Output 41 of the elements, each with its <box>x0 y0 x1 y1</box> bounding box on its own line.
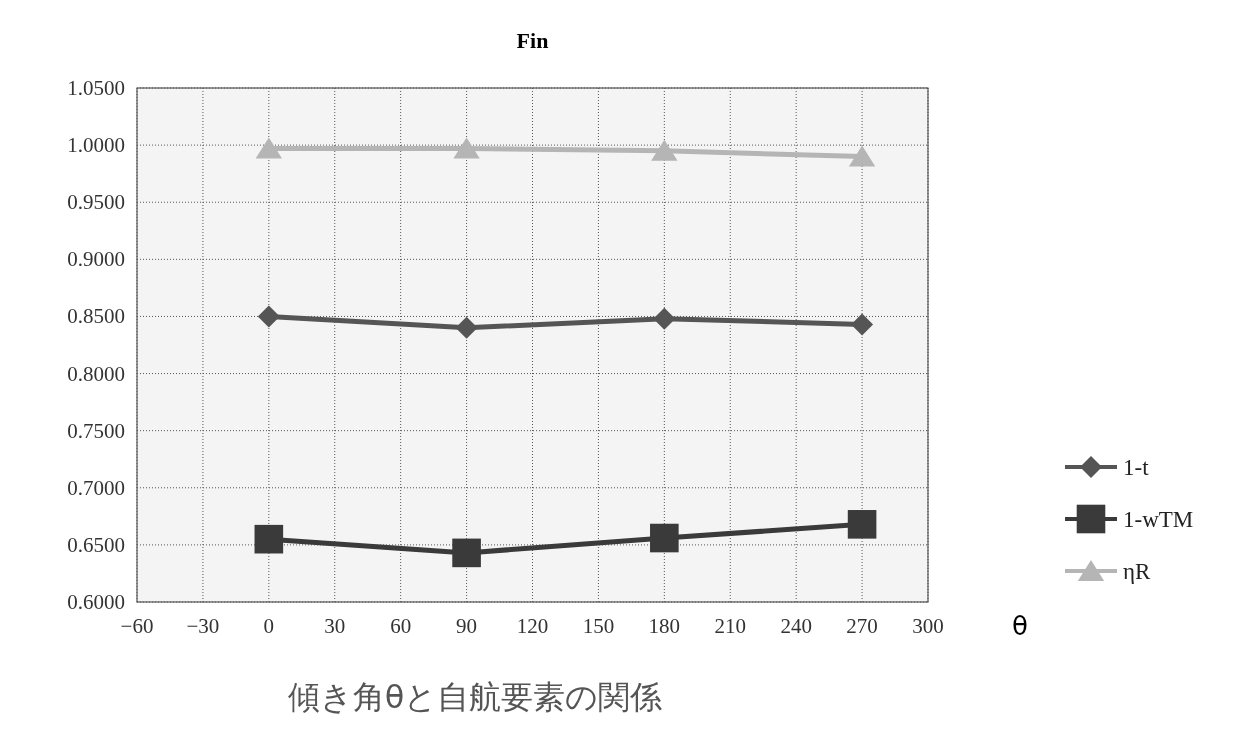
x-tick-label: 90 <box>456 614 478 638</box>
y-tick-label: 0.9000 <box>67 247 125 272</box>
point <box>455 316 478 339</box>
legend-label: ηR <box>1123 559 1152 584</box>
y-tick-label: 0.6000 <box>67 590 125 614</box>
x-tick-label: 210 <box>714 614 746 638</box>
y-tick-label: 0.7500 <box>67 418 125 443</box>
y-tick-label: 0.8500 <box>67 304 125 329</box>
point <box>254 524 284 554</box>
point <box>257 305 280 328</box>
point <box>847 510 877 539</box>
point <box>851 313 874 336</box>
x-tick-label: 30 <box>324 614 346 638</box>
point <box>651 139 678 161</box>
y-tick-label: 0.9500 <box>67 190 125 215</box>
y-tick-label: 1.0000 <box>67 133 125 158</box>
x-tick-label: 300 <box>912 614 944 638</box>
x-tick-label: 60 <box>390 614 412 638</box>
x-tick-label: −30 <box>186 614 220 638</box>
x-axis-title: θ <box>1012 611 1028 641</box>
point <box>650 523 679 553</box>
x-tick-label: 150 <box>582 614 615 638</box>
legend-label: 1-t <box>1123 455 1150 480</box>
point <box>453 137 480 159</box>
chart-title: Fin <box>516 28 549 53</box>
y-tick-label: 0.7000 <box>67 475 125 500</box>
point <box>653 307 676 330</box>
legend-label: 1-wTM <box>1123 507 1194 532</box>
x-tick-label: 120 <box>516 614 549 638</box>
text: 傾き角θと自航要素の関係 <box>287 678 663 716</box>
point <box>452 538 481 568</box>
point <box>255 137 283 159</box>
y-tick-label: 0.6500 <box>67 532 125 557</box>
x-tick-label: −60 <box>120 614 154 638</box>
y-tick-label: 1.0500 <box>67 76 125 100</box>
x-tick-label: 0 <box>263 614 275 638</box>
x-tick-label: 180 <box>648 614 681 638</box>
x-tick-label: 240 <box>780 614 812 638</box>
x-tick-label: 270 <box>846 614 878 638</box>
point <box>848 145 876 167</box>
y-tick-label: 0.8000 <box>67 361 125 386</box>
